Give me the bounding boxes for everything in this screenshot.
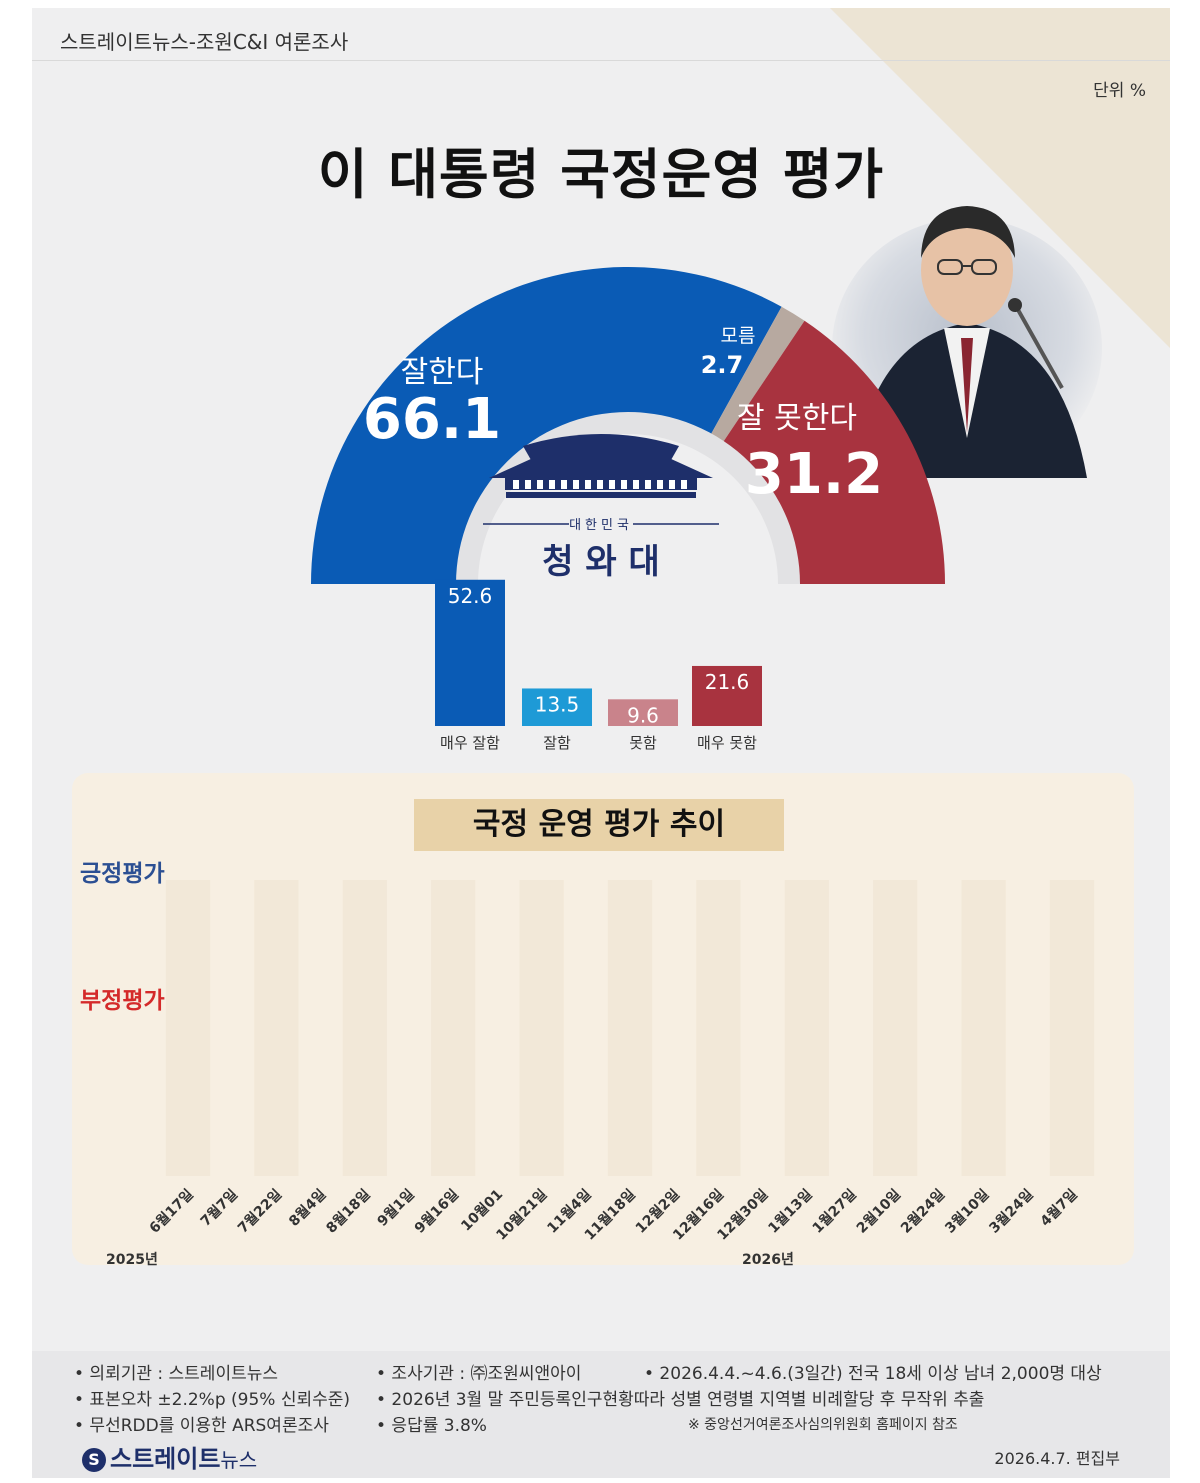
- year-label-2025: 2025년: [106, 1252, 158, 1268]
- x-tick-label: 2월24일: [897, 1186, 948, 1237]
- breakdown-bars: 52.6 매우 잘함 13.5 잘함 9.6 못함 21.6 매우 못함: [435, 579, 762, 752]
- x-tick-label: 7월7일: [197, 1186, 241, 1230]
- gauge-slice-0: [311, 266, 782, 584]
- x-tick-label: 9월1일: [374, 1186, 418, 1230]
- footnote-period: • 2026.4.4.~4.6.(3일간) 전국 18세 이상 남녀 2,000…: [644, 1364, 1102, 1384]
- positive-label: 잘한다: [401, 355, 484, 390]
- x-tick-label: 3월24일: [986, 1186, 1037, 1237]
- column-band: [1049, 880, 1095, 1176]
- series-name-1: 부정평가: [80, 988, 165, 1014]
- trend-panel: 국정 운영 평가 추이 6월17일 7월7일 7월22일 8월4일 8월18일 9월1일 9…: [72, 773, 1134, 1268]
- footnote-error: • 표본오차 ±2.2%p (95% 신뢰수준): [74, 1390, 351, 1410]
- logo-sub-text: 뉴스: [220, 1448, 258, 1472]
- footnote-response: • 응답률 3.8%: [376, 1416, 487, 1436]
- column-band: [873, 880, 918, 1176]
- unit-label: 단위 %: [1093, 81, 1146, 101]
- approval-gauge: 대한민국 청 와 대 잘한다 66.1 모름 2.7 잘 못한다 31.2 52…: [311, 206, 1102, 752]
- x-tick-label: 6월17일: [146, 1186, 197, 1237]
- column-band: [431, 880, 476, 1176]
- bar-value-0: 52.6: [448, 584, 493, 608]
- bar-category-3: 매우 못함: [697, 734, 757, 752]
- logo-mark-icon: S: [82, 1448, 106, 1472]
- logo-main-text: 스트레이트: [110, 1445, 221, 1473]
- column-band: [342, 880, 387, 1176]
- gauge-slice-1: [710, 306, 805, 443]
- page-title: 이 대통령 국정운영 평가: [317, 143, 885, 206]
- x-tick-label: 8월4일: [285, 1186, 329, 1230]
- blue-house-emblem: 대한민국 청 와 대: [483, 434, 719, 582]
- bar-category-2: 못함: [629, 734, 657, 752]
- footer: • 의뢰기관 : 스트레이트뉴스 • 조사기관 : ㈜조원씨앤아이 • 2026…: [32, 1351, 1170, 1478]
- unknown-label: 모름: [721, 325, 756, 347]
- president-photo: [832, 206, 1102, 478]
- publish-date: 2026.4.7. 편집부: [994, 1449, 1120, 1468]
- footnote-client: • 의뢰기관 : 스트레이트뉴스: [74, 1364, 279, 1384]
- header-divider: [32, 60, 1170, 61]
- x-tick-label: 1월27일: [809, 1186, 860, 1237]
- footnote-agency: • 조사기관 : ㈜조원씨앤아이: [376, 1364, 582, 1384]
- infographic-card: 스트레이트뉴스-조원C&I 여론조사 단위 % 이 대통령 국정운영 평가: [32, 8, 1170, 1478]
- column-band: [254, 880, 299, 1176]
- column-band: [784, 880, 829, 1176]
- bar-category-0: 매우 잘함: [440, 734, 500, 752]
- footnote-reference: ※ 중앙선거여론조사심의위원회 홈페이지 참조: [688, 1417, 958, 1433]
- positive-value: 66.1: [363, 387, 501, 452]
- emblem-name: 청 와 대: [542, 542, 660, 582]
- x-tick-label: 3월10일: [942, 1186, 993, 1237]
- trend-title: 국정 운영 평가 추이: [414, 799, 784, 851]
- x-tick-label: 9월16일: [411, 1186, 462, 1237]
- gauge-slice-2: [722, 320, 945, 584]
- bar-2: [608, 699, 678, 726]
- negative-label: 잘 못한다: [737, 401, 857, 436]
- column-band: [961, 880, 1006, 1176]
- survey-source: 스트레이트뉴스-조원C&I 여론조사: [60, 30, 349, 54]
- bar-value-2: 9.6: [627, 703, 659, 727]
- emblem-country: 대한민국: [569, 518, 633, 533]
- column-band: [165, 880, 211, 1176]
- negative-value: 31.2: [745, 442, 883, 507]
- bar-0: [435, 579, 505, 726]
- brand-logo: S 스트레이트뉴스: [82, 1439, 257, 1474]
- bar-value-3: 21.6: [705, 670, 750, 694]
- series-name-0: 긍정평가: [80, 861, 165, 887]
- x-tick-label: 4월7일: [1037, 1186, 1081, 1230]
- x-tick-label: 2월10일: [853, 1186, 904, 1237]
- column-band: [519, 880, 564, 1176]
- column-band: [696, 880, 741, 1176]
- footnote-sampling: • 2026년 3월 말 주민등록인구현황따라 성별 연령별 지역별 비례할당 …: [376, 1390, 985, 1410]
- gauge-arcs: [311, 266, 945, 584]
- x-tick-label: 1월13일: [765, 1186, 816, 1237]
- x-tick-label: 8월18일: [323, 1186, 374, 1237]
- unknown-value: 2.7: [701, 351, 744, 379]
- x-tick-label: 7월22일: [234, 1186, 285, 1237]
- bar-3: [692, 665, 762, 726]
- bar-category-1: 잘함: [543, 734, 571, 752]
- year-label-2026: 2026년: [742, 1252, 794, 1268]
- bar-value-1: 13.5: [535, 692, 580, 716]
- column-band: [607, 880, 653, 1176]
- footnote-method: • 무선RDD를 이용한 ARS여론조사: [74, 1416, 329, 1436]
- bar-1: [522, 688, 592, 726]
